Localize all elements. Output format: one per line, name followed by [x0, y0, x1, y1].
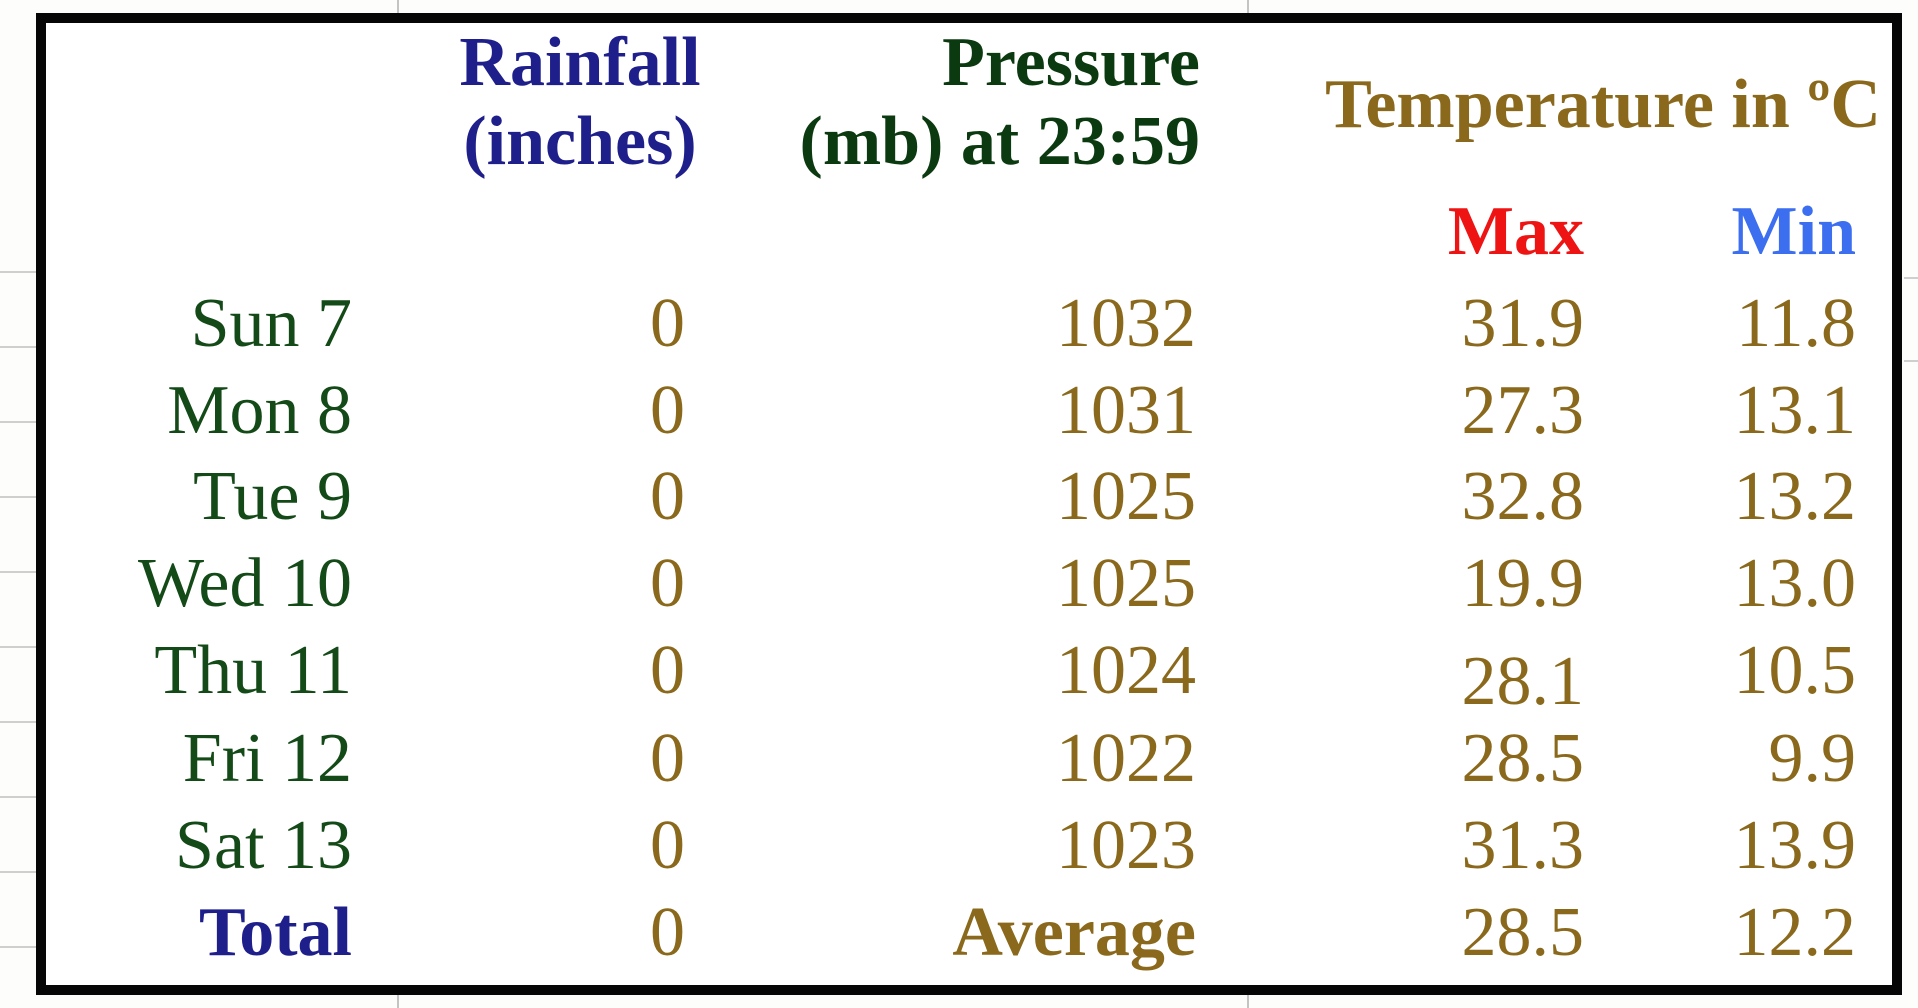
rainfall-header-line1: Rainfall — [459, 24, 701, 101]
rainfall-value: 0 — [650, 545, 685, 622]
gridline-stub — [0, 721, 36, 723]
rainfall-value: 0 — [650, 372, 685, 449]
temp-min-value: 13.0 — [1733, 545, 1857, 622]
rainfall-value: 0 — [650, 720, 685, 797]
pressure-value: 1022 — [1056, 720, 1196, 797]
gridline-stub — [0, 646, 36, 648]
day-label: Mon 8 — [167, 372, 352, 449]
gridline-stub — [0, 946, 36, 948]
rainfall-value: 0 — [650, 632, 685, 709]
table-border — [36, 13, 1902, 995]
temp-max-value: 28.5 — [1461, 720, 1585, 797]
gridline-stub — [0, 796, 36, 798]
pressure-value: 1023 — [1056, 807, 1196, 884]
temp-min-value: 10.5 — [1733, 632, 1857, 709]
temp-min-average-value: 12.2 — [1733, 894, 1857, 971]
temp-max-value: 31.9 — [1461, 285, 1585, 362]
day-label: Sun 7 — [190, 285, 352, 362]
temp-max-average-value: 28.5 — [1461, 894, 1585, 971]
gridline-stub — [0, 421, 36, 423]
pressure-value: 1025 — [1056, 545, 1196, 622]
day-label: Fri 12 — [182, 720, 352, 797]
temp-min-value: 9.9 — [1768, 720, 1857, 797]
total-label: Total — [198, 894, 352, 971]
pressure-value: 1031 — [1056, 372, 1196, 449]
temp-min-value: 13.9 — [1733, 807, 1857, 884]
temp-max-value: 19.9 — [1461, 545, 1585, 622]
temp-max-value: 31.3 — [1461, 807, 1585, 884]
temp-max-value: 27.3 — [1461, 372, 1585, 449]
rainfall-value: 0 — [650, 285, 685, 362]
rainfall-value: 0 — [650, 807, 685, 884]
temperature-max-header: Max — [1447, 193, 1584, 270]
gridline-stub — [0, 871, 36, 873]
temp-max-value: 28.1 — [1461, 643, 1585, 720]
pressure-value: 1024 — [1056, 632, 1196, 709]
day-label: Wed 10 — [137, 545, 352, 622]
day-label: Tue 9 — [193, 458, 352, 535]
gridline-stub — [1904, 360, 1918, 362]
temp-max-value: 32.8 — [1461, 458, 1585, 535]
pressure-header-line2: (mb) at 23:59 — [799, 103, 1200, 180]
pressure-value: 1025 — [1056, 458, 1196, 535]
gridline-stub — [1247, 0, 1249, 13]
temperature-min-header: Min — [1731, 193, 1856, 270]
temp-min-value: 13.2 — [1733, 458, 1857, 535]
gridline-stub — [0, 496, 36, 498]
average-label: Average — [952, 894, 1196, 971]
day-label: Thu 11 — [154, 632, 352, 709]
gridline-stub — [397, 0, 399, 13]
rainfall-total-value: 0 — [650, 894, 685, 971]
gridline-stub — [1247, 995, 1249, 1008]
temp-min-value: 11.8 — [1736, 285, 1856, 362]
pressure-value: 1032 — [1056, 285, 1196, 362]
gridline-stub — [397, 995, 399, 1008]
gridline-stub — [0, 271, 36, 273]
gridline-stub — [0, 346, 36, 348]
temp-min-value: 13.1 — [1733, 372, 1857, 449]
day-label: Sat 13 — [175, 807, 352, 884]
gridline-stub — [0, 571, 36, 573]
gridline-stub — [1904, 277, 1918, 279]
pressure-header-line1: Pressure — [942, 24, 1200, 101]
rainfall-value: 0 — [650, 458, 685, 535]
temperature-header: Temperature in ºC — [1325, 66, 1881, 143]
rainfall-header-line2: (inches) — [463, 103, 697, 180]
